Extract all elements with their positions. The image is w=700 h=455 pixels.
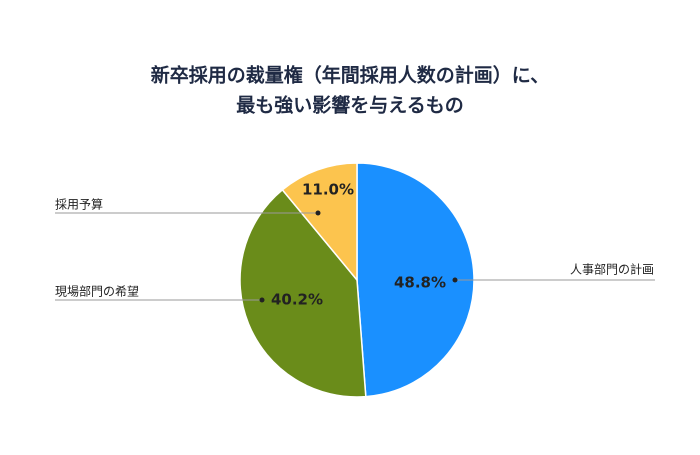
chart-title: 新卒採用の裁量権（年間採用人数の計画）に、 [151, 64, 549, 87]
value-label: 48.8% [394, 274, 446, 292]
category-label: 現場部門の希望 [55, 284, 139, 299]
value-label: 11.0% [302, 181, 354, 199]
leader-dot [259, 297, 265, 303]
leader-dot [452, 277, 458, 283]
pie-slice [239, 188, 367, 398]
pie-slice [281, 162, 358, 283]
pie-slice [356, 162, 475, 398]
category-label: 採用予算 [55, 197, 103, 212]
chart-title: 最も強い影響を与えるもの [236, 94, 463, 117]
value-label: 40.2% [271, 291, 323, 309]
leader-dot [315, 210, 321, 216]
category-label: 人事部門の計画 [570, 262, 654, 277]
